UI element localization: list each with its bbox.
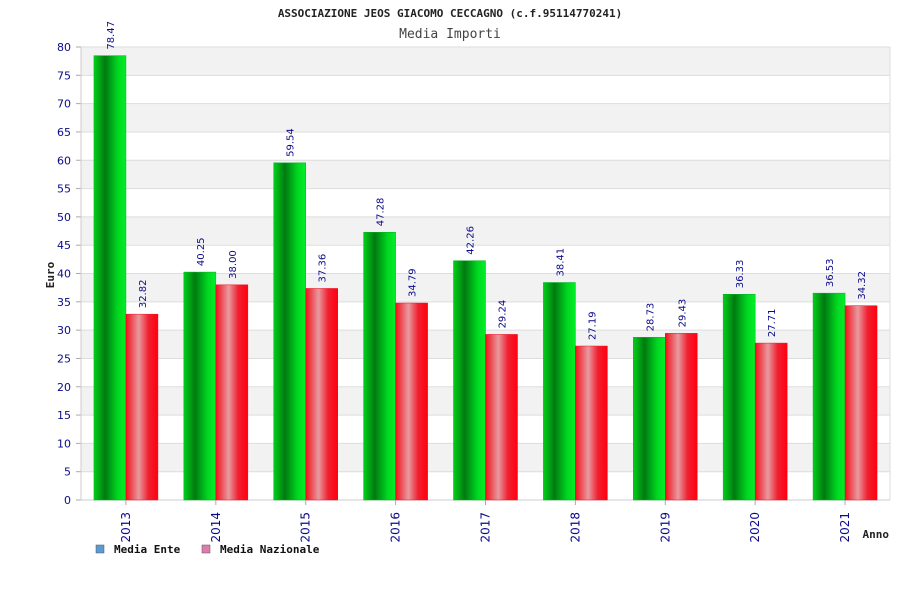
value-label: 32.82	[138, 280, 149, 309]
x-tick-label: 2013	[119, 512, 133, 543]
y-tick-label: 20	[57, 381, 71, 394]
y-tick-label: 55	[57, 183, 71, 196]
y-tick-label: 30	[57, 324, 71, 337]
value-label: 47.28	[376, 198, 387, 227]
bar-media-ente	[273, 162, 306, 501]
value-label: 34.79	[408, 268, 419, 297]
x-tick-label: 2015	[299, 512, 313, 543]
bar-media-ente	[633, 337, 666, 501]
value-label: 28.73	[645, 303, 656, 332]
value-label: 27.71	[767, 308, 778, 337]
grid-band	[81, 216, 890, 246]
x-axis-title: Anno	[863, 528, 890, 541]
value-label: 40.25	[196, 237, 207, 266]
y-tick-label: 25	[57, 352, 71, 365]
y-tick-label: 60	[57, 154, 71, 167]
legend-swatch	[201, 544, 211, 554]
legend: Media Ente Media Nazionale	[95, 543, 320, 556]
value-label: 37.36	[318, 254, 329, 283]
bars	[93, 55, 878, 501]
bar-media-nazionale	[754, 342, 788, 501]
bar-media-nazionale	[305, 288, 338, 501]
y-tick-label: 40	[57, 268, 71, 281]
x-tick-label: 2016	[389, 512, 403, 543]
y-tick-label: 15	[57, 409, 71, 422]
y-tick-label: 50	[57, 211, 71, 224]
value-label: 27.19	[587, 311, 598, 340]
bar-media-ente	[363, 232, 396, 501]
x-tick-label: 2018	[568, 512, 582, 543]
y-tick-label: 80	[57, 41, 71, 54]
x-tick-label: 2021	[838, 512, 852, 543]
y-tick-label: 70	[57, 98, 71, 111]
value-labels: 78.47 32.82 40.25 38.00 59.54 37.36 47.28 34.79…	[106, 21, 868, 340]
value-label: 38.00	[228, 250, 239, 279]
x-tick-label: 2019	[658, 512, 672, 543]
y-tick-label: 65	[57, 126, 71, 139]
y-tick-label: 45	[57, 239, 71, 252]
y-tick-label: 0	[64, 494, 71, 507]
bar-media-nazionale	[125, 313, 159, 501]
x-axis-ticks: 2013 2014 2015 2016 2017 2018 2019 2020 2021	[119, 500, 852, 543]
chart-title: ASSOCIAZIONE JEOS GIACOMO CECCAGNO (c.f.…	[278, 7, 622, 20]
x-tick-label: 2017	[479, 512, 493, 543]
bar-media-ente	[722, 294, 756, 501]
x-tick-label: 2020	[748, 512, 762, 543]
bar-media-ente	[812, 292, 846, 501]
bar-media-ente	[93, 55, 127, 501]
value-label: 34.32	[857, 271, 868, 300]
value-label: 29.24	[498, 300, 509, 329]
bar-media-nazionale	[485, 334, 518, 501]
chart-subtitle: Media Importi	[399, 27, 501, 42]
value-label: 38.41	[555, 248, 566, 277]
legend-label: Media Nazionale	[220, 543, 320, 556]
bar-media-nazionale	[575, 345, 608, 501]
bar-media-nazionale	[844, 305, 878, 501]
value-label: 36.33	[735, 260, 746, 289]
x-tick-label: 2014	[209, 512, 223, 543]
value-label: 36.53	[825, 259, 836, 288]
y-tick-label: 5	[64, 466, 71, 479]
value-label: 59.54	[286, 128, 297, 157]
bar-media-ente	[453, 260, 486, 501]
grid-band	[81, 103, 890, 132]
bar-media-ente	[543, 282, 576, 501]
bar-media-ente	[183, 271, 217, 501]
grid-band	[81, 160, 890, 189]
y-tick-label: 75	[57, 69, 71, 82]
value-label: 29.43	[677, 299, 688, 328]
bar-media-nazionale	[665, 333, 698, 501]
legend-label: Media Ente	[114, 543, 181, 556]
value-label: 42.26	[466, 226, 477, 255]
y-tick-label: 35	[57, 296, 71, 309]
y-tick-label: 10	[57, 437, 71, 450]
y-axis-ticks: 0 5 10 15 20 25 30 35 40 45 50 55 60 65 70 75 80	[57, 41, 71, 507]
bar-media-nazionale	[215, 284, 249, 501]
bar-media-nazionale	[395, 302, 428, 501]
y-axis-title: Euro	[44, 261, 57, 288]
grid-band	[81, 47, 890, 76]
legend-swatch	[95, 544, 105, 554]
value-label: 78.47	[106, 21, 117, 50]
